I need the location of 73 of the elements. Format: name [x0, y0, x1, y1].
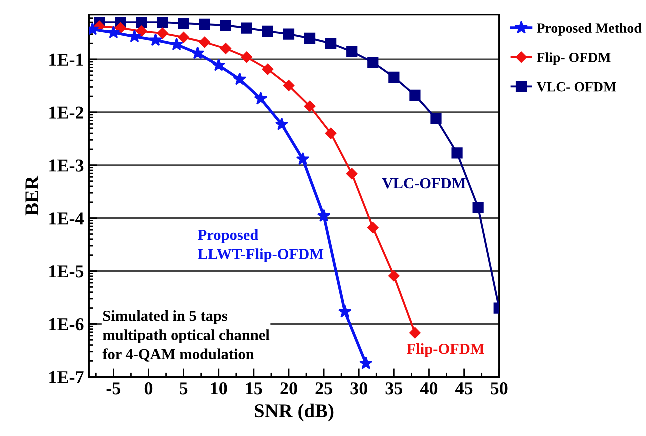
- point: [115, 22, 126, 34]
- point: [254, 92, 268, 105]
- point: [178, 32, 190, 44]
- point: [149, 33, 162, 46]
- y-tick-label: 1E-7: [50, 371, 84, 384]
- y-tick-label: 1E-3: [50, 160, 84, 172]
- point: [199, 18, 210, 30]
- y-tick-label: 1E-4: [50, 212, 84, 225]
- point: [220, 43, 232, 54]
- point: [430, 113, 442, 124]
- point: [233, 72, 247, 86]
- point: [136, 17, 148, 28]
- annotation: VLC-OFDM: [382, 178, 466, 189]
- x-tick-label: 20: [280, 382, 298, 395]
- x-tick-label: 5: [180, 382, 188, 395]
- x-tick-label: 0: [144, 382, 153, 395]
- point: [136, 26, 148, 38]
- y-axis-title: BER: [26, 176, 39, 216]
- point: [191, 46, 204, 60]
- point: [346, 168, 358, 180]
- point: [326, 38, 337, 50]
- point: [170, 38, 184, 51]
- x-tick-label: 15: [246, 382, 262, 395]
- x-tick-label: 10: [211, 382, 228, 395]
- point: [178, 18, 190, 30]
- point: [262, 64, 274, 76]
- x-tick-label: 45: [456, 382, 473, 395]
- legend-label: Flip- OFDM: [537, 52, 611, 66]
- x-tick-label: 40: [420, 382, 438, 395]
- point: [368, 56, 379, 68]
- y-tick-label: 1E-1: [50, 54, 84, 66]
- point: [410, 90, 421, 101]
- point: [296, 152, 310, 166]
- point: [157, 17, 168, 28]
- point: [346, 46, 358, 58]
- point: [283, 28, 295, 40]
- point: [199, 36, 210, 48]
- point: [157, 28, 168, 40]
- point: [220, 20, 232, 32]
- annotation: Proposed LLWT-Flip-OFDM: [198, 230, 324, 263]
- point: [472, 202, 484, 214]
- point: [128, 30, 142, 42]
- point: [283, 80, 295, 92]
- point: [410, 327, 421, 339]
- point: [241, 52, 253, 63]
- point: [304, 32, 316, 44]
- point: [368, 222, 379, 234]
- y-tick-label: 1E-5: [50, 266, 84, 278]
- x-tick-label: 35: [386, 382, 403, 395]
- point: [262, 26, 274, 37]
- point: [388, 72, 400, 83]
- x-tick-label: 25: [316, 382, 332, 395]
- legend-label: VLC- OFDM: [536, 82, 616, 92]
- x-tick-label: 50: [491, 382, 508, 395]
- x-axis-title: SNR (dB): [255, 404, 334, 422]
- point: [304, 100, 316, 112]
- legend-label: Proposed Method: [537, 23, 642, 36]
- point: [388, 270, 400, 282]
- point: [212, 58, 226, 72]
- point: [338, 305, 352, 318]
- point: [241, 22, 252, 34]
- point: [317, 209, 331, 222]
- x-tick-label: 30: [350, 382, 368, 395]
- y-tick-label: 1E-6: [50, 318, 84, 331]
- annotation: Flip-OFDM: [407, 343, 484, 358]
- point: [325, 128, 337, 140]
- point: [275, 118, 289, 130]
- y-tick-label: 1E-2: [50, 106, 84, 119]
- point: [452, 148, 463, 159]
- point: [107, 26, 120, 39]
- annotation: Simulated in 5 taps multipath optical channel for 4-QAM modulation: [102, 310, 270, 362]
- point: [359, 356, 373, 370]
- x-tick-label: -5: [106, 382, 121, 395]
